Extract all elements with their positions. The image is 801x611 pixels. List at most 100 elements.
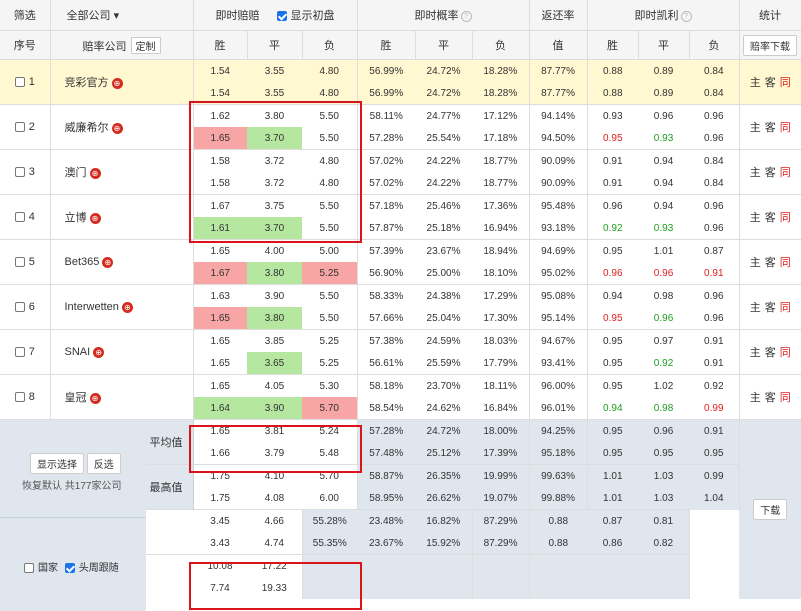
show-selected-button[interactable]: 显示选择 — [30, 453, 84, 474]
summary-prob — [302, 577, 357, 599]
prob-value: 23.70% — [415, 374, 473, 397]
summary-odds: 5.70 — [302, 464, 358, 487]
same-link[interactable]: 同 — [779, 167, 791, 179]
row-select[interactable]: 4 — [0, 194, 51, 240]
kelly-value: 0.96 — [587, 194, 639, 217]
odds-value: 4.80 — [302, 149, 358, 172]
country-checkbox[interactable] — [24, 563, 34, 574]
odds-value: 5.50 — [302, 217, 358, 240]
home-link[interactable]: 主 — [749, 212, 761, 224]
odds-value: 3.90 — [247, 284, 302, 307]
summary-return — [472, 577, 530, 599]
summary-download-button[interactable]: 下载 — [753, 499, 788, 520]
prob-value: 25.46% — [415, 194, 473, 217]
odds-value: 1.64 — [193, 397, 247, 420]
row-checkbox[interactable] — [14, 77, 25, 88]
row-select[interactable]: 5 — [0, 239, 51, 285]
away-link[interactable]: 客 — [764, 302, 776, 314]
home-link[interactable]: 主 — [749, 77, 761, 89]
row-select[interactable]: 6 — [0, 284, 51, 330]
company-info-icon[interactable]: ⊕ — [89, 212, 101, 224]
company-info-icon[interactable]: ⊕ — [89, 167, 101, 179]
company-header-label: 赔率公司 — [82, 40, 127, 53]
summary-kelly: 0.99 — [689, 464, 740, 487]
summary-download-cell: 下载 — [739, 419, 801, 599]
row-select[interactable]: 8 — [0, 374, 51, 420]
head-follow-checkbox[interactable] — [64, 563, 75, 574]
return-value: 96.01% — [529, 397, 588, 420]
company-name[interactable]: SNAI — [64, 346, 91, 358]
same-link[interactable]: 同 — [779, 392, 791, 404]
away-link[interactable]: 客 — [764, 392, 776, 404]
row-checkbox[interactable] — [14, 347, 25, 358]
company-name[interactable]: 竞彩官方 — [64, 77, 109, 89]
row-checkbox[interactable] — [14, 122, 25, 133]
same-link[interactable]: 同 — [779, 122, 791, 134]
away-link[interactable]: 客 — [764, 167, 776, 179]
help-icon[interactable]: ? — [680, 10, 692, 22]
home-link[interactable]: 主 — [749, 347, 761, 359]
company-name[interactable]: 立博 — [64, 212, 87, 224]
row-index: 2 — [28, 121, 35, 133]
help-icon[interactable]: ? — [460, 10, 472, 22]
same-link[interactable]: 同 — [779, 212, 791, 224]
company-filter-dropdown[interactable]: 全部公司 ▾ — [50, 0, 194, 31]
row-select[interactable]: 1 — [0, 59, 51, 105]
kelly-value: 0.97 — [638, 329, 690, 352]
row-checkbox[interactable] — [14, 392, 25, 403]
company-name[interactable]: Interwetten — [64, 301, 119, 313]
row-select[interactable]: 3 — [0, 149, 51, 195]
company-info-icon[interactable]: ⊕ — [111, 77, 123, 89]
company-info-icon[interactable]: ⊕ — [93, 346, 105, 358]
home-link[interactable]: 主 — [749, 302, 761, 314]
away-link[interactable]: 客 — [764, 257, 776, 269]
same-link[interactable]: 同 — [779, 257, 791, 269]
summary-return: 87.29% — [472, 509, 530, 532]
home-link[interactable]: 主 — [749, 257, 761, 269]
prob-value: 24.38% — [415, 284, 473, 307]
odds-value: 3.55 — [264, 87, 285, 99]
same-link[interactable]: 同 — [779, 347, 791, 359]
home-link[interactable]: 主 — [749, 392, 761, 404]
row-select[interactable]: 2 — [0, 104, 51, 150]
customize-button[interactable]: 定制 — [130, 36, 161, 54]
summary-odds: 4.74 — [247, 532, 303, 555]
summary-kelly: 0.95 — [587, 419, 639, 442]
kelly-value: 0.96 — [653, 312, 674, 324]
show-initial-checkbox[interactable] — [276, 11, 287, 22]
company-info-icon[interactable]: ⊕ — [102, 256, 114, 268]
restore-default-link[interactable]: 恢复默认 — [22, 481, 62, 492]
home-link[interactable]: 主 — [749, 167, 761, 179]
row-index: 8 — [28, 391, 35, 403]
company-name[interactable]: Bet365 — [64, 256, 100, 268]
company-name[interactable]: 威廉希尔 — [64, 122, 109, 134]
away-link[interactable]: 客 — [764, 122, 776, 134]
company-info-icon[interactable]: ⊕ — [111, 122, 123, 134]
row-checkbox[interactable] — [14, 212, 25, 223]
company-info-icon[interactable]: ⊕ — [89, 392, 101, 404]
away-link[interactable]: 客 — [764, 212, 776, 224]
summary-prob: 23.48% — [357, 509, 416, 532]
summary-kelly: 1.04 — [689, 487, 740, 510]
away-link[interactable]: 客 — [764, 77, 776, 89]
company-name[interactable]: 澳门 — [64, 167, 87, 179]
row-checkbox[interactable] — [14, 302, 25, 313]
kelly-value: 0.95 — [603, 357, 623, 369]
company-name-cell: 立博 ⊕ — [50, 194, 194, 240]
row-checkbox[interactable] — [14, 257, 25, 268]
same-link[interactable]: 同 — [779, 77, 791, 89]
home-link[interactable]: 主 — [749, 122, 761, 134]
odds-value: 3.55 — [247, 59, 302, 82]
away-link[interactable]: 客 — [764, 347, 776, 359]
return-value: 94.50% — [529, 127, 588, 150]
kelly-lose-header: 负 — [689, 30, 740, 60]
same-link[interactable]: 同 — [779, 302, 791, 314]
company-name[interactable]: 皇冠 — [64, 392, 87, 404]
company-info-icon[interactable]: ⊕ — [121, 301, 133, 313]
row-select[interactable]: 7 — [0, 329, 51, 375]
company-row: 1.61 3.70 5.50 57.87% 25.18% 16.94% 93.18% 0.92… — [0, 217, 801, 240]
odds-download-button[interactable]: 赔率下载 — [743, 34, 798, 56]
invert-selection-button[interactable]: 反选 — [86, 453, 121, 474]
row-checkbox[interactable] — [14, 167, 25, 178]
show-initial-label: 显示初盘 — [290, 10, 335, 22]
